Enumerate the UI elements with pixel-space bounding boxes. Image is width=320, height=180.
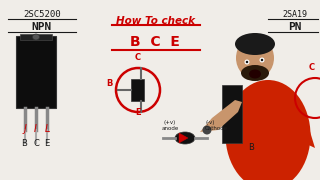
- FancyBboxPatch shape: [222, 85, 242, 143]
- Ellipse shape: [235, 33, 275, 55]
- Ellipse shape: [249, 69, 261, 78]
- Text: E: E: [135, 108, 140, 117]
- Ellipse shape: [33, 34, 39, 40]
- Text: E: E: [44, 139, 49, 148]
- Text: C: C: [135, 53, 141, 62]
- Ellipse shape: [261, 59, 263, 61]
- Polygon shape: [179, 133, 188, 143]
- Ellipse shape: [236, 37, 274, 79]
- Text: B: B: [248, 143, 254, 152]
- Text: I: I: [34, 124, 37, 134]
- FancyBboxPatch shape: [20, 34, 52, 40]
- Text: C: C: [33, 139, 39, 148]
- Ellipse shape: [203, 125, 212, 134]
- Text: PN: PN: [288, 22, 302, 32]
- Text: NPN: NPN: [32, 22, 52, 32]
- Ellipse shape: [175, 132, 195, 144]
- Text: J: J: [24, 124, 27, 134]
- Text: B: B: [21, 139, 27, 148]
- Text: 2SC5200: 2SC5200: [23, 10, 61, 19]
- Ellipse shape: [260, 57, 265, 62]
- Text: How To check: How To check: [116, 16, 195, 26]
- Text: (-v)
Cathode: (-v) Cathode: [205, 120, 228, 131]
- Polygon shape: [200, 100, 242, 132]
- FancyBboxPatch shape: [16, 36, 56, 108]
- Ellipse shape: [246, 61, 248, 63]
- Ellipse shape: [241, 65, 269, 81]
- Text: C: C: [309, 63, 315, 72]
- Ellipse shape: [244, 60, 250, 64]
- Polygon shape: [285, 105, 315, 148]
- Text: (+v)
anode: (+v) anode: [161, 120, 179, 131]
- Text: L: L: [45, 124, 50, 134]
- Text: B  C  E: B C E: [130, 35, 180, 49]
- Text: 2SA19: 2SA19: [283, 10, 308, 19]
- Ellipse shape: [226, 80, 310, 180]
- FancyBboxPatch shape: [131, 79, 144, 101]
- Text: B: B: [106, 79, 112, 88]
